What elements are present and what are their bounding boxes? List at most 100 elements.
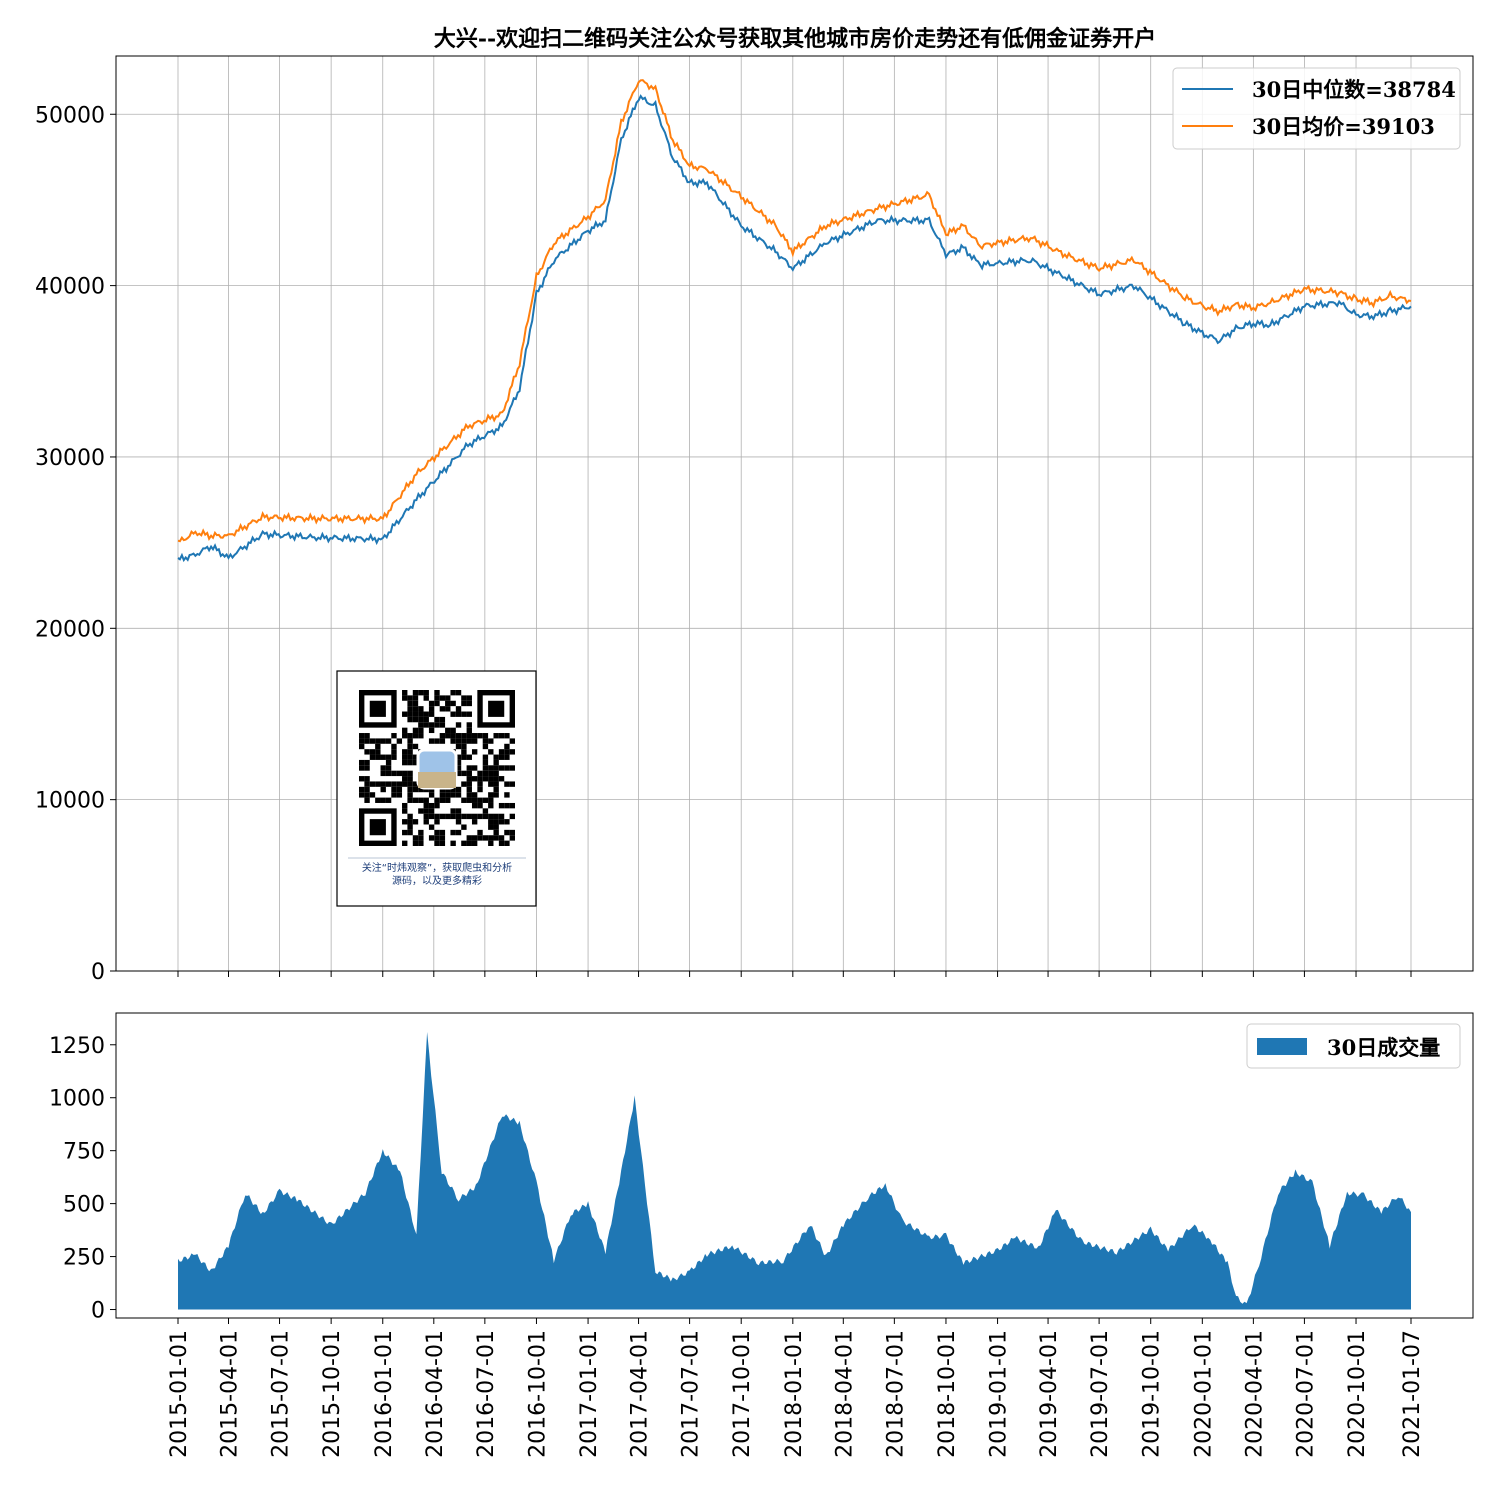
qr-module [418,829,424,836]
qr-module [364,749,370,755]
qr-module [466,776,472,782]
x-tick-label-7: 2016-10-01 [525,1330,550,1458]
x-tick-label-21: 2020-04-01 [1242,1330,1267,1458]
bottom-y-tick-label-0: 0 [91,1299,105,1324]
qr-module [423,797,429,803]
qr-module [359,786,365,793]
top-legend-frame [1172,67,1461,150]
series-line-1 [177,79,1412,543]
qr-module [402,759,408,766]
bottom-y-tick-label-1: 250 [63,1246,105,1271]
qr-module [504,765,510,771]
qr-module [455,759,462,766]
volume-area [178,1032,1411,1310]
qr-module [428,700,435,707]
qr-module [471,840,478,846]
qr-module [445,733,451,739]
qr-module [364,786,370,793]
qr-module [359,765,365,771]
qr-module [407,770,413,777]
qr-module [488,770,494,777]
qr-module [391,743,397,750]
qr-module [434,802,440,809]
qr-module [391,792,397,798]
qr-module [498,813,505,820]
top-y-tick-label-5: 50000 [35,103,105,128]
qr-module [450,840,456,846]
qr-module [434,797,440,803]
qr-module [412,733,419,739]
qr-module [402,711,408,717]
qr-module [423,813,429,820]
qr-module [434,738,440,744]
qr-module [455,743,462,750]
qr-module [428,792,435,798]
qr-module [466,840,472,846]
qr-module [461,700,467,707]
qr-module [428,727,435,734]
qr-module [369,781,376,787]
qr-module [407,733,413,739]
qr-module [402,754,408,760]
qr-module [407,738,413,744]
top-legend: 30日中位数=38784 30日均价=39103 [1172,67,1461,150]
x-tick-label-20: 2020-01-01 [1191,1330,1216,1458]
bottom-y-axis: 0 250 500 750 1000 1250 [49,1034,116,1324]
qr-module [439,829,446,836]
qr-module [471,792,478,798]
qr-module [412,690,419,696]
x-tick-label-12: 2018-01-01 [782,1330,807,1458]
qr-module [504,829,510,836]
qr-module [364,797,370,803]
qr-module [412,781,419,787]
qr-module [418,733,424,739]
qr-module [466,797,472,803]
qr-module [428,824,435,830]
qr-module [488,813,494,820]
qr-module [466,786,472,793]
qr-code-panel: 关注“时炜观察”，获取爬虫和分析 源码，以及更多精彩 [336,670,537,907]
qr-module [482,835,489,841]
qr-module [359,792,365,798]
qr-module [380,797,386,803]
x-tick-label-8: 2017-01-01 [577,1330,602,1458]
qr-module [445,695,451,701]
qr-module [488,776,494,782]
qr-module [477,781,483,787]
qr-module [407,749,413,755]
bottom-plot-frame [115,1012,1474,1319]
qr-module [391,749,397,755]
qr-module [466,792,472,798]
qr-module [412,835,419,841]
qr-module [434,829,440,836]
qr-module [364,792,370,798]
qr-module [380,770,386,777]
qr-module [509,835,515,841]
qr-module [509,781,515,787]
qr-module [466,781,472,787]
qr-module [439,835,446,841]
qr-module [477,770,483,777]
qr-module [423,786,429,793]
qr-module [407,776,413,782]
qr-module [359,759,365,766]
qr-module [455,792,462,798]
qr-module [402,819,408,825]
qr-module [461,797,467,803]
qr-module [477,829,483,836]
qr-module [471,802,478,809]
top-y-tick-label-1: 10000 [35,789,105,814]
x-tick-label-4: 2016-01-01 [372,1330,397,1458]
qr-module [407,700,413,707]
qr-module [396,738,403,744]
qr-module [423,802,429,809]
qr-module [455,819,462,825]
x-tick-label-24: 2021-01-07 [1400,1330,1425,1458]
qr-module [450,738,456,744]
qr-module [488,749,494,755]
qr-module [471,819,478,825]
qr-module [455,738,462,744]
qr-module [359,776,365,782]
qr-module [412,711,419,717]
